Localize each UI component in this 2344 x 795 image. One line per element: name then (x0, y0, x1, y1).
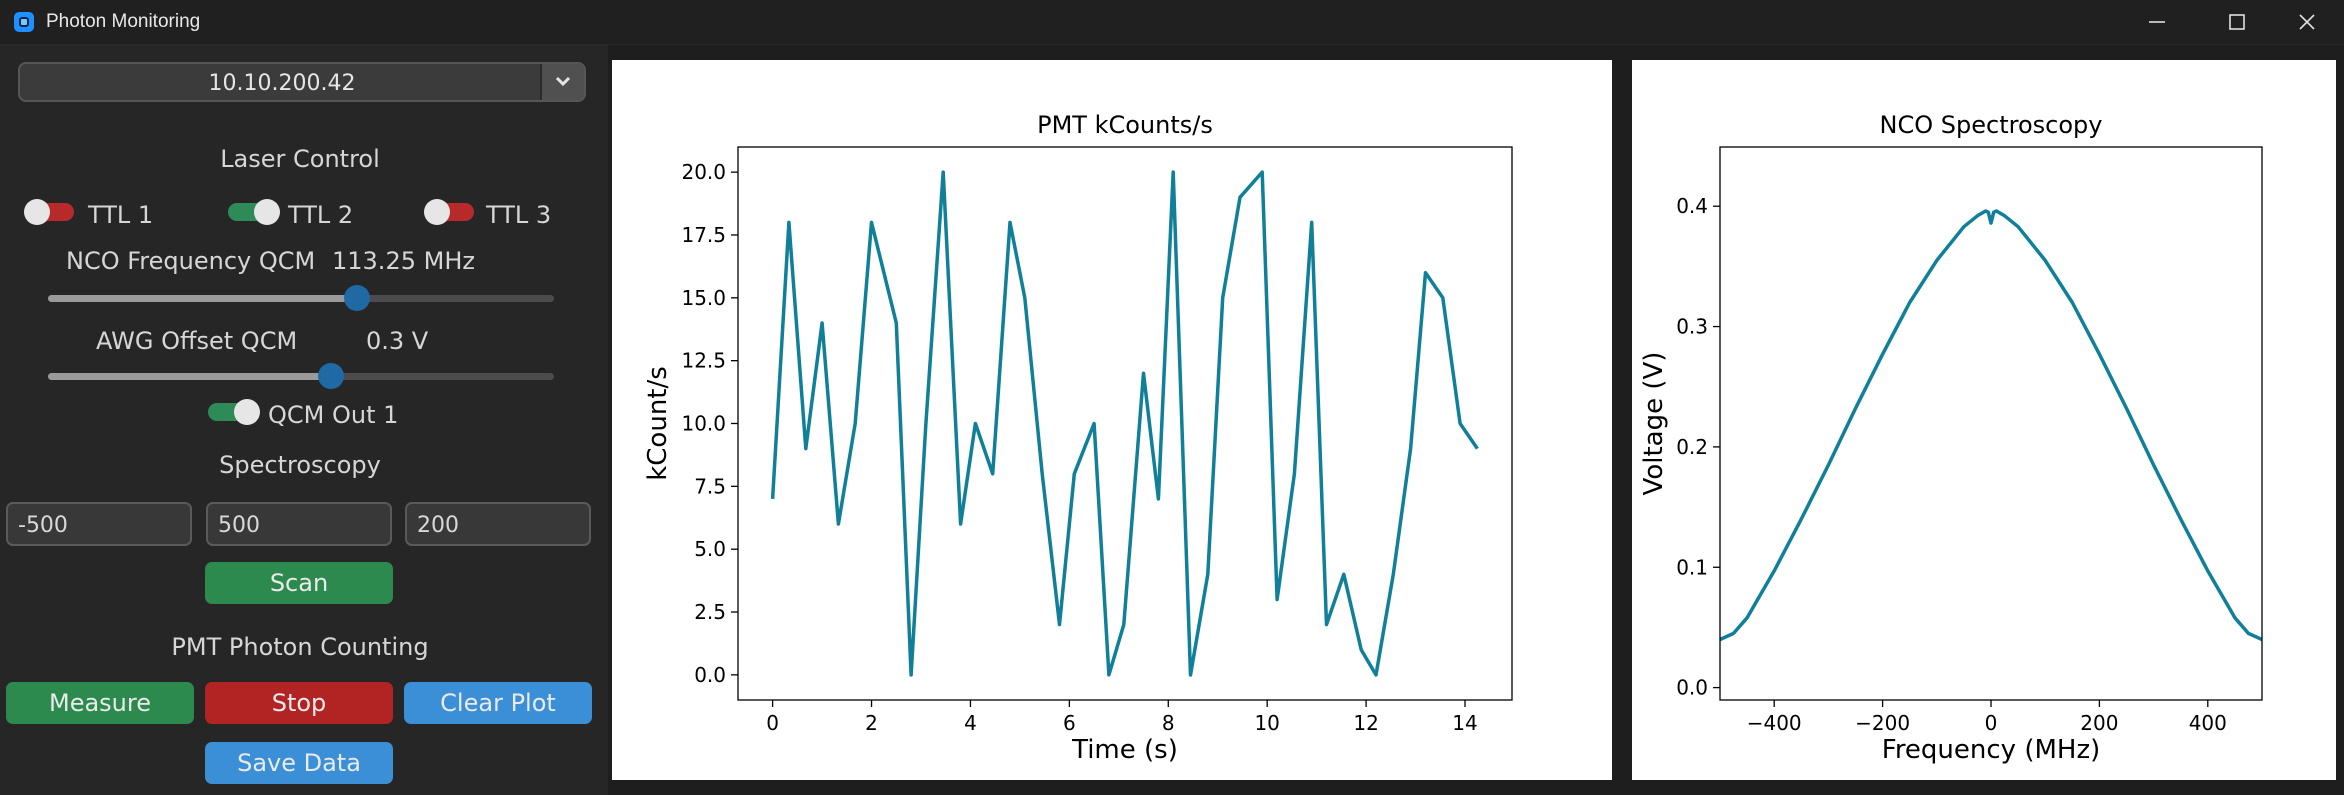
minimize-button[interactable] (2122, 0, 2192, 44)
pmt-y-tick-label: 20.0 (681, 160, 726, 184)
pmt-x-tick-label: 4 (964, 711, 977, 735)
ip-dropdown-button[interactable] (540, 64, 584, 100)
nco-plot-panel: NCO Spectroscopy −400 −200 0 200 400 0.0 0.1 0.2… (1632, 60, 2336, 780)
nco-y-tick-label: 0.2 (1676, 435, 1708, 459)
pmt-x-tick-label: 12 (1353, 711, 1378, 735)
pmt-heading: PMT Photon Counting (171, 633, 429, 661)
pmt-x-tick-label: 14 (1452, 711, 1477, 735)
pmt-title: PMT kCounts/s (1037, 111, 1213, 139)
clear-plot-button[interactable]: Clear Plot (404, 682, 592, 724)
ttl2-label: TTL 2 (288, 201, 354, 229)
nco-frequency-value: 113.25 MHz (332, 247, 475, 275)
pmt-x-tick-label: 6 (1063, 711, 1076, 735)
qcm-out1-switch[interactable] (208, 399, 260, 425)
pmt-y-tick-label: 5.0 (694, 537, 726, 561)
awg-offset-value: 0.3 V (366, 327, 429, 355)
nco-x-tick-label: 400 (2189, 711, 2227, 735)
close-button[interactable] (2272, 0, 2342, 44)
nco-slider-thumb[interactable] (343, 285, 370, 311)
nco-x-tick-label: 0 (1985, 711, 1998, 735)
pmt-x-tick-label: 2 (865, 711, 878, 735)
app-icon (14, 12, 34, 32)
nco-frequency-slider[interactable] (48, 285, 554, 311)
qcm-out1-label: QCM Out 1 (268, 401, 399, 429)
pmt-y-tick-label: 2.5 (694, 600, 726, 624)
ip-address-combobox[interactable]: 10.10.200.42 (18, 62, 586, 102)
spectroscopy-points-input[interactable]: 200 (405, 502, 591, 546)
nco-series-line (1719, 209, 2263, 642)
nco-x-tick-label: −400 (1747, 711, 1802, 735)
measure-button[interactable]: Measure (6, 682, 194, 724)
window-title: Photon Monitoring (46, 11, 201, 32)
spectroscopy-heading: Spectroscopy (219, 451, 381, 479)
laser-control-heading: Laser Control (220, 145, 380, 173)
pmt-x-tick-label: 8 (1162, 711, 1175, 735)
pmt-y-tick-label: 0.0 (694, 663, 726, 687)
nco-y-tick-label: 0.3 (1676, 315, 1708, 339)
pmt-series-line (770, 170, 1479, 677)
pmt-x-axis-label: Time (s) (1071, 735, 1178, 765)
control-panel: 10.10.200.42 Laser Control TTL 1 TTL 2 T… (0, 45, 608, 795)
pmt-x-tick-label: 10 (1254, 711, 1279, 735)
pmt-plot-panel: PMT kCounts/s 0 2 4 6 8 10 12 14 0.0 2.5 5.0 7.5 10.0… (612, 60, 1612, 780)
pmt-chart: PMT kCounts/s 0 2 4 6 8 10 12 14 0.0 2.5 5.0 7.5 10.0… (643, 111, 1513, 765)
awg-slider-thumb[interactable] (318, 363, 345, 389)
save-data-button[interactable]: Save Data (205, 742, 393, 784)
nco-y-tick-label: 0.4 (1676, 194, 1708, 218)
ttl1-label: TTL 1 (88, 201, 154, 229)
pmt-x-tick-label: 0 (766, 711, 779, 735)
nco-y-tick-label: 0.1 (1676, 555, 1708, 579)
nco-x-tick-label: −200 (1855, 711, 1910, 735)
title-bar: Photon Monitoring (0, 0, 2344, 45)
maximize-icon (2229, 14, 2245, 30)
spectroscopy-start-input[interactable]: -500 (6, 502, 192, 546)
chevron-down-icon (555, 76, 571, 86)
pmt-y-tick-label: 17.5 (681, 223, 726, 247)
nco-x-axis-label: Frequency (MHz) (1882, 735, 2101, 765)
pmt-y-tick-label: 12.5 (681, 349, 726, 373)
nco-title: NCO Spectroscopy (1880, 111, 2103, 139)
scan-button[interactable]: Scan (205, 562, 393, 604)
ttl3-switch[interactable] (424, 199, 476, 225)
awg-offset-label: AWG Offset QCM (96, 327, 298, 355)
nco-y-tick-label: 0.0 (1676, 676, 1708, 700)
nco-spectroscopy-chart: NCO Spectroscopy −400 −200 0 200 400 0.0 0.1 0.2… (1639, 111, 2263, 765)
stop-button[interactable]: Stop (205, 682, 393, 724)
awg-offset-slider[interactable] (48, 363, 554, 389)
spectroscopy-stop-input[interactable]: 500 (206, 502, 392, 546)
ttl3-label: TTL 3 (486, 201, 552, 229)
ttl1-switch[interactable] (24, 199, 76, 225)
pmt-y-axis-label: kCount/s (643, 366, 673, 481)
ip-address-value[interactable]: 10.10.200.42 (208, 71, 356, 96)
close-icon (2299, 14, 2315, 30)
pmt-y-tick-label: 15.0 (681, 286, 726, 310)
nco-x-tick-label: 200 (2080, 711, 2118, 735)
nco-frequency-label: NCO Frequency QCM (66, 247, 316, 275)
maximize-button[interactable] (2202, 0, 2272, 44)
ttl2-switch[interactable] (228, 199, 280, 225)
pmt-y-tick-label: 10.0 (681, 412, 726, 436)
nco-axes-frame (1719, 146, 2263, 701)
pmt-y-tick-label: 7.5 (694, 474, 726, 498)
minimize-icon (2149, 21, 2165, 23)
nco-y-axis-label: Voltage (V) (1639, 352, 1669, 496)
